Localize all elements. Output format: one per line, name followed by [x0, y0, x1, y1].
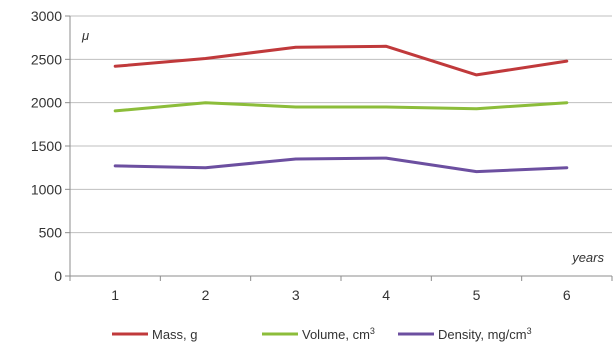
y-tick-label: 1500 — [31, 138, 62, 154]
chart-gridlines — [65, 15, 612, 277]
y-tick-label: 3000 — [31, 8, 62, 24]
x-tick-label: 2 — [202, 287, 210, 303]
series-line-2 — [113, 101, 569, 113]
x-tick-label: 3 — [292, 287, 300, 303]
y-axis-title: μ — [81, 28, 89, 43]
legend-item-1: Mass, g — [112, 327, 198, 342]
legend-item-3: Density, mg/cm3 — [398, 326, 532, 342]
y-tick-label: 1000 — [31, 181, 62, 197]
legend-label: Mass, g — [152, 327, 198, 342]
legend-label: Volume, cm3 — [302, 326, 375, 342]
chart-legend: Mass, g Volume, cm3 Density, mg/cm3 — [112, 326, 532, 342]
series-line-1 — [113, 44, 569, 77]
y-tick-label: 0 — [54, 268, 62, 284]
x-tick-labels: 1 2 3 4 5 6 — [69, 276, 613, 303]
legend-label: Density, mg/cm3 — [438, 326, 532, 342]
x-tick-label: 6 — [563, 287, 571, 303]
x-tick-label: 5 — [473, 287, 481, 303]
series-lines — [113, 44, 569, 174]
x-tick-label: 1 — [111, 287, 119, 303]
series-line-3 — [113, 156, 569, 174]
y-tick-labels: 0 500 1000 1500 2000 2500 3000 — [31, 8, 62, 284]
y-tick-label: 2000 — [31, 95, 62, 111]
y-tick-label: 500 — [39, 225, 63, 241]
y-tick-label: 2500 — [31, 51, 62, 67]
x-axis-title: years — [571, 250, 604, 265]
x-tick-label: 4 — [382, 287, 390, 303]
legend-item-2: Volume, cm3 — [262, 326, 375, 342]
